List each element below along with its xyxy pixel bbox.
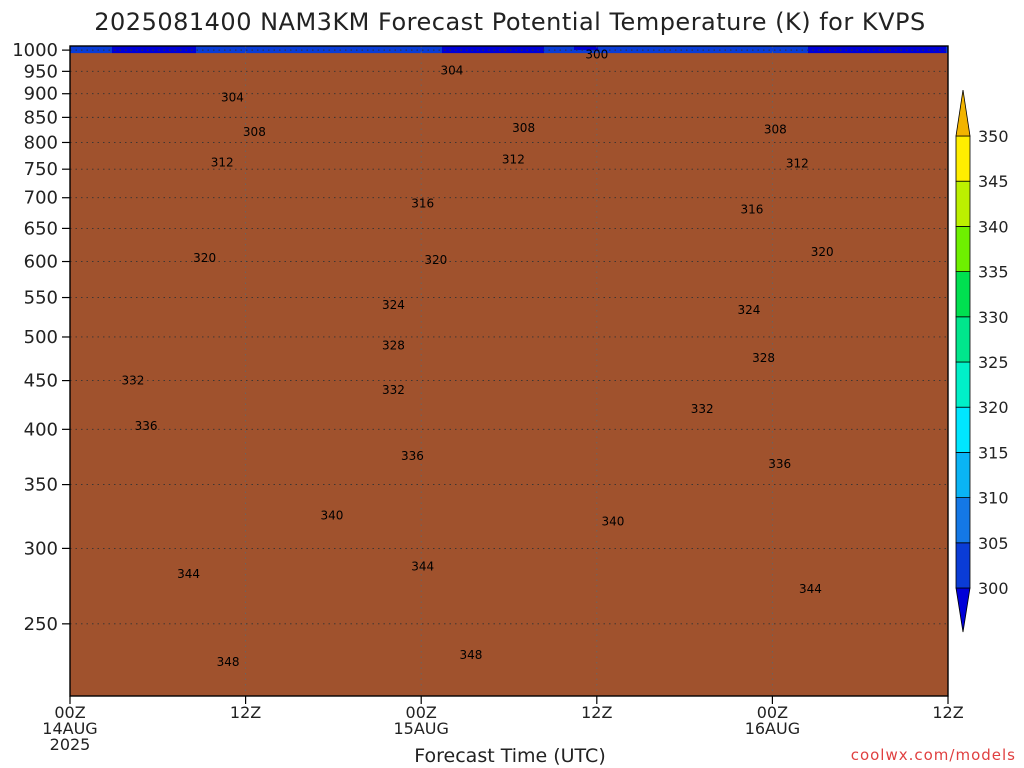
contour-label: 332	[382, 383, 405, 397]
colorbar-tick-label: 330	[978, 308, 1009, 327]
colorbar-tick-label: 325	[978, 353, 1009, 372]
colorbar-swatch	[955, 451, 971, 498]
colorbar-tick-label: 350	[978, 127, 1009, 146]
colorbar-swatch	[955, 135, 971, 182]
contour-label: 308	[243, 125, 266, 139]
x-tick-label: 00Z	[406, 703, 437, 722]
colorbar-swatch	[955, 361, 971, 408]
contour-label: 344	[177, 567, 200, 581]
x-axis-label: Forecast Time (UTC)	[414, 745, 605, 767]
y-axis-ticks: 2503003504004505005506006507007508008509…	[12, 40, 70, 635]
contour-label: 336	[401, 449, 424, 463]
contour-label: 316	[740, 203, 763, 217]
contour-label: 340	[601, 515, 624, 529]
contour-label: 336	[768, 457, 791, 471]
y-tick-label: 250	[24, 614, 58, 635]
grid-lines	[69, 46, 949, 696]
x-tick-label: 12Z	[932, 703, 963, 722]
y-tick-label: 850	[24, 107, 58, 128]
colorbar-swatch	[955, 316, 971, 363]
contour-label: 304	[221, 90, 244, 104]
contour-label: 312	[211, 156, 234, 170]
surface-ground	[70, 53, 948, 696]
contour-label: 320	[424, 253, 447, 267]
contour-label: 348	[460, 648, 483, 662]
y-tick-label: 900	[24, 84, 58, 105]
contour-label: 316	[411, 197, 434, 211]
colorbar-tick-label: 300	[978, 579, 1009, 598]
plot-area	[70, 46, 948, 696]
colorbar-swatch	[955, 180, 971, 227]
y-tick-label: 800	[24, 132, 58, 153]
y-tick-label: 650	[24, 218, 58, 239]
colorbar-swatch	[955, 225, 971, 272]
x-tick-label: 14AUG	[42, 719, 97, 738]
contour-label: 304	[440, 63, 463, 77]
x-tick-label: 12Z	[581, 703, 612, 722]
shading-band	[112, 46, 946, 58]
credit-text: coolwx.com/models	[851, 746, 1016, 764]
colorbar-swatch	[955, 271, 971, 318]
contour-label: 300	[585, 47, 608, 61]
contour-label: 332	[121, 374, 144, 388]
contour-label: 320	[811, 245, 834, 259]
y-tick-label: 350	[24, 475, 58, 496]
colorbar-swatch	[955, 542, 971, 589]
x-tick-label: 15AUG	[393, 719, 448, 738]
colorbar-tick-label: 305	[978, 534, 1009, 553]
colorbar-swatch	[955, 406, 971, 453]
contour-label: 328	[382, 338, 405, 352]
contour-label: 344	[799, 582, 822, 596]
colorbar-tick-label: 345	[978, 172, 1009, 191]
y-tick-label: 500	[24, 327, 58, 348]
y-tick-label: 600	[24, 252, 58, 273]
y-tick-label: 1000	[12, 40, 58, 61]
contour-label: 340	[320, 508, 343, 522]
x-tick-label: 2025	[50, 735, 91, 754]
colorbar-extend-low	[955, 587, 971, 633]
y-tick-label: 950	[24, 61, 58, 82]
contour-labels: 348 348 344 344 344 340 340 336 336 336 332 332 332 3…	[121, 47, 833, 669]
contour-label: 312	[786, 157, 809, 171]
x-tick-label: 16AUG	[745, 719, 800, 738]
contour-label: 344	[411, 560, 434, 574]
x-tick-label: 00Z	[54, 703, 85, 722]
colorbar-tick-label: 310	[978, 489, 1009, 508]
x-tick-label: 12Z	[230, 703, 261, 722]
colorbar-tick-label: 320	[978, 398, 1009, 417]
y-tick-label: 300	[24, 538, 58, 559]
colorbar-tick-label: 315	[978, 443, 1009, 462]
chart-title: 2025081400 NAM3KM Forecast Potential Tem…	[94, 8, 925, 36]
contour-label: 328	[752, 351, 775, 365]
contour-label: 320	[193, 251, 216, 265]
colorbar: 300 305 310 315 320 325 330 335 340 345 350	[955, 89, 1009, 633]
contour-label: 308	[764, 123, 787, 137]
colorbar-tick-label: 340	[978, 217, 1009, 236]
contour-label: 332	[691, 402, 714, 416]
colorbar-extend-high	[955, 89, 971, 137]
contour-label: 308	[512, 121, 535, 135]
y-tick-label: 750	[24, 159, 58, 180]
plot-border	[69, 45, 949, 697]
contour-label: 312	[502, 152, 525, 166]
contour-label: 336	[135, 419, 158, 433]
plot-frame	[69, 45, 949, 697]
x-tick-label: 00Z	[757, 703, 788, 722]
contour-label: 324	[738, 303, 761, 317]
y-tick-label: 450	[24, 371, 58, 392]
y-tick-label: 400	[24, 419, 58, 440]
contour-label: 348	[217, 655, 240, 669]
y-tick-label: 550	[24, 288, 58, 309]
colorbar-tick-label: 335	[978, 263, 1009, 282]
colorbar-swatch	[955, 497, 971, 544]
contour-label: 324	[382, 298, 405, 312]
y-tick-label: 700	[24, 188, 58, 209]
